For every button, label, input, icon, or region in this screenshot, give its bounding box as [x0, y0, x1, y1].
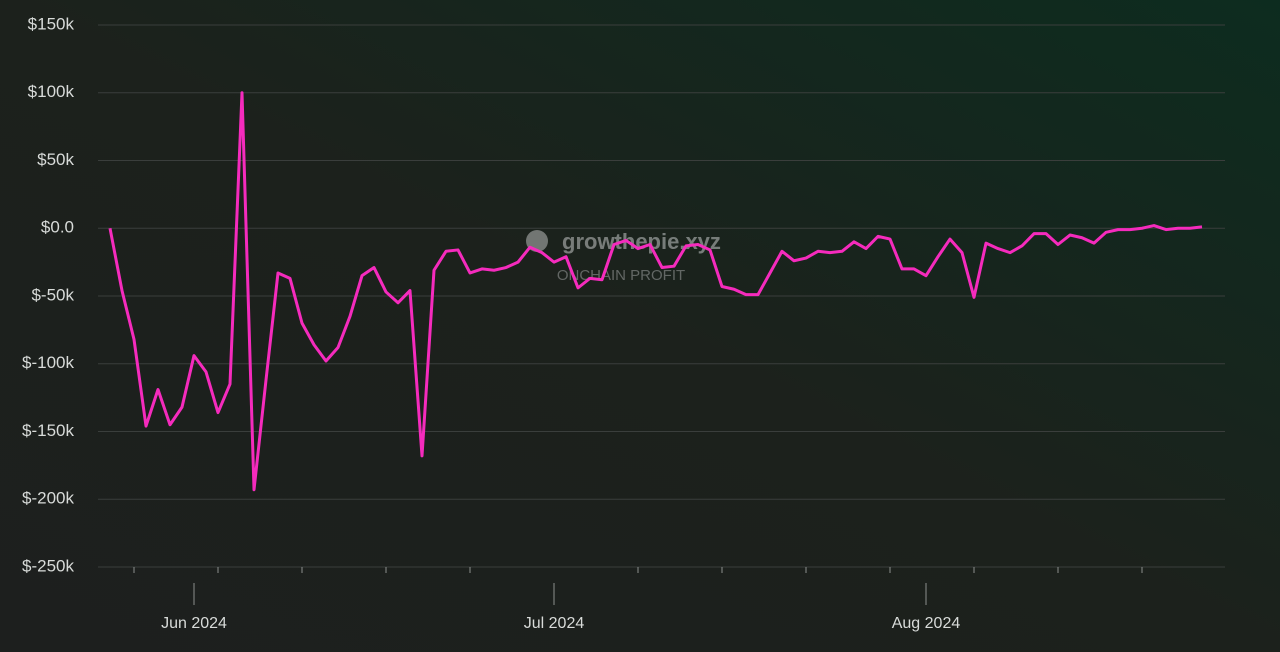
y-tick-label: $150k	[28, 14, 75, 33]
watermark-brand: growthepie.xyz	[562, 229, 721, 254]
x-tick-label: Aug 2024	[892, 615, 961, 632]
y-tick-label: $100k	[28, 82, 75, 101]
watermark: growthepie.xyz ONCHAIN PROFIT	[526, 229, 721, 284]
line-series	[108, 91, 1203, 492]
y-tick-label: $-150k	[22, 421, 74, 440]
y-tick-label: $50k	[37, 150, 74, 169]
y-tick-label: $-100k	[22, 353, 74, 372]
y-tick-label: $-200k	[22, 489, 74, 508]
y-tick-label: $-250k	[22, 556, 74, 575]
x-tick-label: Jul 2024	[524, 615, 585, 632]
y-tick-label: $-50k	[31, 285, 74, 304]
x-tick-label: Jun 2024	[161, 615, 227, 632]
y-tick-label: $0.0	[41, 218, 74, 237]
